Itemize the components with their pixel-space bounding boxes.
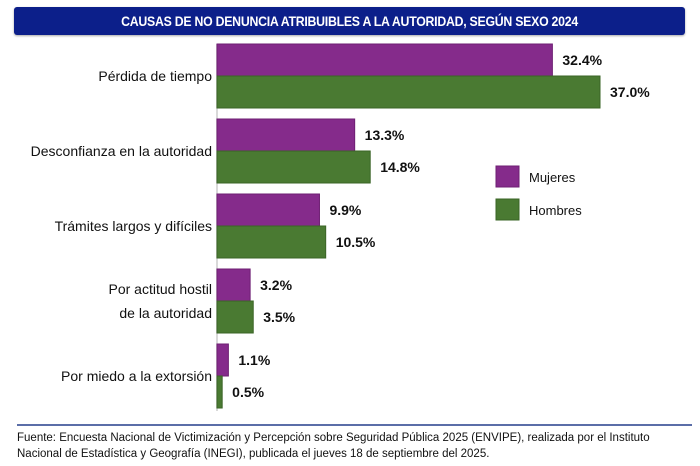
category-label-3-1: de la autoridad bbox=[119, 305, 212, 321]
legend-label-mujeres: Mujeres bbox=[529, 170, 576, 185]
legend-swatch-hombres bbox=[495, 198, 520, 221]
value-label-mujeres-4: 1.1% bbox=[238, 352, 270, 368]
legend: Mujeres Hombres bbox=[495, 165, 582, 221]
value-label-mujeres-2: 9.9% bbox=[329, 202, 361, 218]
category-labels: Pérdida de tiempo Desconfianza en la auto… bbox=[31, 68, 213, 384]
bar-hombres-0 bbox=[216, 75, 601, 109]
value-label-hombres-0: 37.0% bbox=[610, 84, 650, 100]
value-label-hombres-4: 0.5% bbox=[232, 384, 264, 400]
value-label-hombres-1: 14.8% bbox=[380, 159, 420, 175]
category-label-0: Pérdida de tiempo bbox=[98, 68, 212, 84]
source-note: Fuente: Encuesta Nacional de Victimizaci… bbox=[17, 432, 650, 460]
bar-mujeres-0 bbox=[216, 43, 553, 77]
category-label-4: Por miedo a la extorsión bbox=[61, 368, 212, 384]
footer-divider bbox=[17, 424, 692, 426]
value-label-hombres-3: 3.5% bbox=[263, 309, 295, 325]
bar-hombres-4 bbox=[216, 375, 223, 409]
bar-hombres-2 bbox=[216, 225, 327, 259]
category-label-2: Trámites largos y difíciles bbox=[55, 218, 212, 234]
bar-hombres-1 bbox=[216, 150, 371, 184]
category-label-3-0: Por actitud hostil bbox=[109, 281, 213, 297]
value-label-mujeres-1: 13.3% bbox=[365, 127, 405, 143]
legend-label-hombres: Hombres bbox=[529, 203, 582, 218]
value-label-hombres-2: 10.5% bbox=[336, 234, 376, 250]
bar-hombres-3 bbox=[216, 300, 254, 334]
category-label-1: Desconfianza en la autoridad bbox=[31, 143, 212, 159]
bar-mujeres-4 bbox=[216, 343, 229, 377]
chart-title-bar: CAUSAS DE NO DENUNCIA ATRIBUIBLES A LA A… bbox=[14, 7, 685, 35]
bar-mujeres-3 bbox=[216, 268, 251, 302]
bar-mujeres-2 bbox=[216, 193, 320, 227]
chart-title: CAUSAS DE NO DENUNCIA ATRIBUIBLES A LA A… bbox=[121, 13, 578, 29]
legend-swatch-mujeres bbox=[495, 165, 520, 188]
bar-chart: Pérdida de tiempo Desconfianza en la auto… bbox=[31, 43, 650, 411]
value-label-mujeres-3: 3.2% bbox=[260, 277, 292, 293]
bars-group bbox=[216, 43, 601, 409]
bar-mujeres-1 bbox=[216, 118, 356, 152]
value-label-mujeres-0: 32.4% bbox=[562, 52, 602, 68]
value-labels: 32.4% 37.0% 13.3% 14.8% 9.9% 10.5% 3.2% 3.5% 1.1… bbox=[232, 52, 650, 400]
